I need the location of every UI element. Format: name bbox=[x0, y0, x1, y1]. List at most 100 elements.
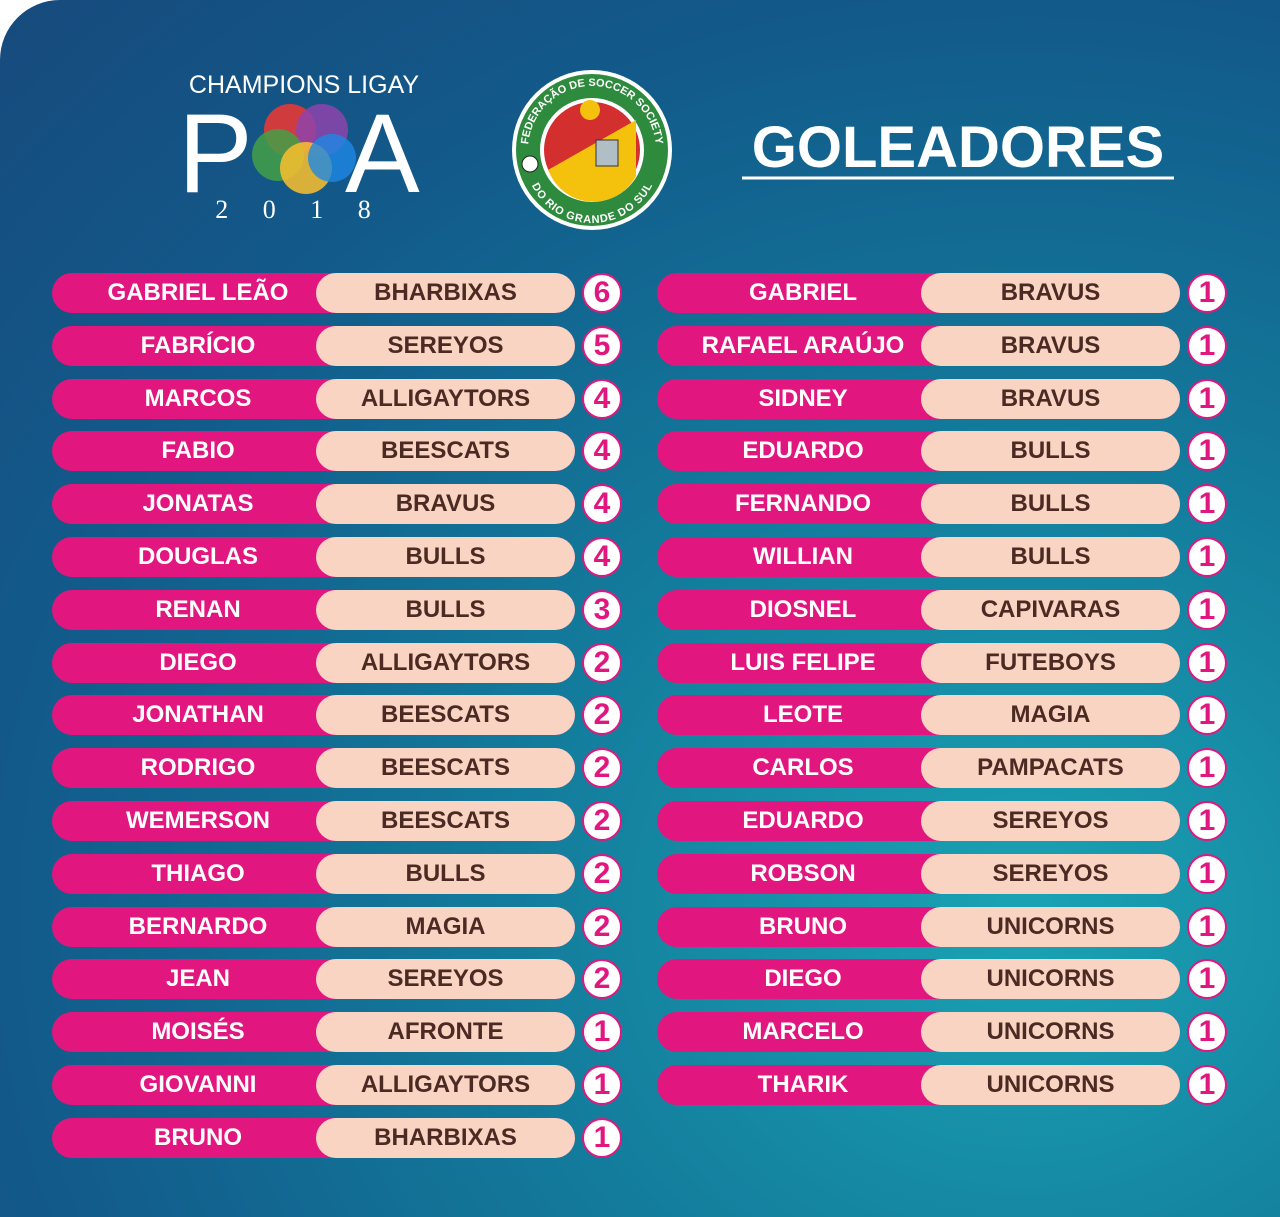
row-background: RODRIGO BEESCATS bbox=[52, 748, 575, 789]
goal-count: 2 bbox=[582, 959, 622, 1000]
player-name: JEAN bbox=[165, 965, 231, 993]
row-background: JEAN SEREYOS bbox=[52, 959, 575, 1000]
scorer-row: THIAGO BULLS 2 bbox=[52, 853, 622, 894]
goal-count: 1 bbox=[1187, 431, 1227, 472]
scorer-row: GIOVANNI ALLIGAYTORS 1 bbox=[52, 1065, 622, 1105]
row-background: DIEGO ALLIGAYTORS bbox=[52, 642, 575, 683]
player-name: GABRIEL LEÃO bbox=[107, 279, 289, 306]
row-background: BRUNO BHARBIXAS bbox=[52, 1117, 575, 1158]
player-name: DIEGO bbox=[159, 648, 237, 676]
logo-letter: A bbox=[345, 91, 420, 216]
player-name: BERNARDO bbox=[128, 912, 268, 940]
scorer-row: EDUARDO SEREYOS 1 bbox=[657, 801, 1227, 841]
row-background: BERNARDO MAGIA bbox=[52, 906, 575, 947]
team-name: BULLS bbox=[921, 484, 1180, 525]
goal-count: 1 bbox=[1187, 1012, 1227, 1053]
player-name: SIDNEY bbox=[758, 384, 848, 412]
row-background: JONATAS BRAVUS bbox=[52, 484, 575, 525]
year: 2 0 1 8 bbox=[215, 195, 385, 224]
player-name: JONATAS bbox=[142, 490, 254, 518]
team-name: BEESCATS bbox=[316, 695, 575, 736]
goal-count: 1 bbox=[1187, 537, 1227, 577]
goal-count: 5 bbox=[582, 325, 622, 366]
row-background: ROBSON SEREYOS bbox=[657, 853, 1180, 894]
goal-count: 4 bbox=[582, 378, 622, 419]
player-name: CARLOS bbox=[752, 754, 854, 782]
row-background: BRUNO UNICORNS bbox=[657, 906, 1180, 947]
player-name: EDUARDO bbox=[742, 437, 864, 465]
player-name: WEMERSON bbox=[126, 807, 270, 834]
row-background: RENAN BULLS bbox=[52, 589, 575, 630]
row-background: GABRIEL BRAVUS bbox=[657, 273, 1180, 313]
goal-count: 1 bbox=[1187, 273, 1227, 313]
row-background: EDUARDO BULLS bbox=[657, 431, 1180, 472]
player-name: GIOVANNI bbox=[139, 1071, 257, 1098]
title: GOLEADORES bbox=[752, 115, 1165, 180]
team-name: BRAVUS bbox=[316, 484, 575, 525]
team-name: ALLIGAYTORS bbox=[316, 642, 575, 683]
player-name: THARIK bbox=[757, 1071, 849, 1098]
team-name: BULLS bbox=[316, 589, 575, 630]
goal-count: 1 bbox=[1187, 589, 1227, 630]
league-name: CHAMPIONS LIGAY bbox=[189, 71, 419, 99]
team-name: BULLS bbox=[921, 537, 1180, 577]
team-name: CAPIVARAS bbox=[921, 589, 1180, 630]
goal-count: 1 bbox=[1187, 1065, 1227, 1105]
row-background: FABIO BEESCATS bbox=[52, 431, 575, 472]
row-background: DIEGO UNICORNS bbox=[657, 959, 1180, 1000]
scorer-row: RAFAEL ARAÚJO BRAVUS 1 bbox=[657, 325, 1227, 366]
scorer-row: RODRIGO BEESCATS 2 bbox=[52, 748, 622, 789]
scorer-row: WILLIAN BULLS 1 bbox=[657, 537, 1227, 577]
player-name: RAFAEL ARAÚJO bbox=[701, 331, 905, 359]
player-name: RENAN bbox=[155, 595, 241, 623]
player-name: DIOSNEL bbox=[749, 595, 857, 623]
scorer-row: LUIS FELIPE FUTEBOYS 1 bbox=[657, 642, 1227, 683]
team-name: UNICORNS bbox=[921, 1065, 1180, 1105]
goal-count: 1 bbox=[1187, 959, 1227, 1000]
goal-count: 1 bbox=[1187, 484, 1227, 525]
player-name: LEOTE bbox=[762, 701, 843, 729]
scorer-row: SIDNEY BRAVUS 1 bbox=[657, 378, 1227, 419]
row-background: MOISÉS AFRONTE bbox=[52, 1012, 575, 1053]
scorer-row: DOUGLAS BULLS 4 bbox=[52, 537, 622, 577]
goal-count: 2 bbox=[582, 642, 622, 683]
player-name: MARCOS bbox=[144, 384, 252, 412]
team-name: MAGIA bbox=[316, 906, 575, 947]
player-name: DOUGLAS bbox=[138, 543, 258, 570]
goal-count: 4 bbox=[582, 537, 622, 577]
scorer-row: CARLOS PAMPACATS 1 bbox=[657, 748, 1227, 789]
scorer-row: RENAN BULLS 3 bbox=[52, 589, 622, 630]
team-name: BEESCATS bbox=[316, 431, 575, 472]
team-name: BULLS bbox=[921, 431, 1180, 472]
row-background: MARCELO UNICORNS bbox=[657, 1012, 1180, 1053]
team-name: MAGIA bbox=[921, 695, 1180, 736]
player-name: FABIO bbox=[161, 437, 235, 465]
scorer-row: THARIK UNICORNS 1 bbox=[657, 1065, 1227, 1105]
row-background: FERNANDO BULLS bbox=[657, 484, 1180, 525]
header: CHAMPIONS LIGAY P A 2 0 1 8 FEDERAÇÃO DE… bbox=[178, 70, 1174, 230]
row-background: WILLIAN BULLS bbox=[657, 537, 1180, 577]
row-background: CARLOS PAMPACATS bbox=[657, 748, 1180, 789]
player-name: GABRIEL bbox=[749, 279, 857, 306]
row-background: GIOVANNI ALLIGAYTORS bbox=[52, 1065, 575, 1105]
row-background: THARIK UNICORNS bbox=[657, 1065, 1180, 1105]
player-name: THIAGO bbox=[151, 859, 245, 887]
team-name: ALLIGAYTORS bbox=[316, 378, 575, 419]
scorer-row: MARCELO UNICORNS 1 bbox=[657, 1012, 1227, 1053]
team-name: PAMPACATS bbox=[921, 748, 1180, 789]
team-name: ALLIGAYTORS bbox=[316, 1065, 575, 1105]
row-background: MARCOS ALLIGAYTORS bbox=[52, 378, 575, 419]
team-name: BRAVUS bbox=[921, 273, 1180, 313]
scorer-row: FABRÍCIO SEREYOS 5 bbox=[52, 325, 622, 366]
goal-count: 1 bbox=[582, 1012, 622, 1053]
player-name: RODRIGO bbox=[140, 754, 256, 782]
badge: FEDERAÇÃO DE SOCCER SOCIETY DO RIO GRAND… bbox=[512, 70, 672, 230]
scorer-row: BRUNO BHARBIXAS 1 bbox=[52, 1117, 622, 1158]
goal-count: 4 bbox=[582, 431, 622, 472]
row-background: DIOSNEL CAPIVARAS bbox=[657, 589, 1180, 630]
row-background: EDUARDO SEREYOS bbox=[657, 801, 1180, 841]
team-name: SEREYOS bbox=[316, 325, 575, 366]
goal-count: 1 bbox=[1187, 801, 1227, 841]
row-background: WEMERSON BEESCATS bbox=[52, 801, 575, 841]
player-name: EDUARDO bbox=[742, 807, 864, 834]
